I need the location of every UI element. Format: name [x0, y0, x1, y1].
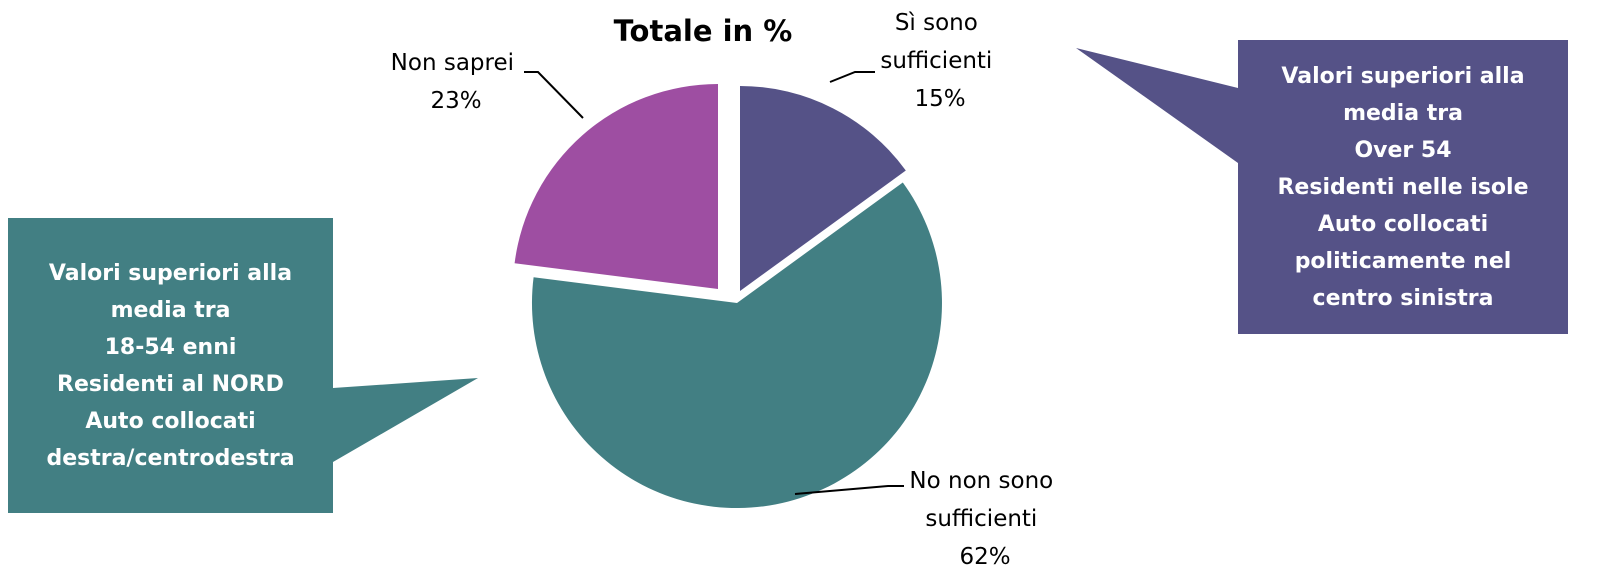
callout-left-box	[8, 218, 478, 513]
callout-right-line: media tra	[1343, 101, 1463, 126]
slice-label-no-non-sono-sufficienti: No non sono sufficienti 62%	[909, 468, 1060, 570]
slice-label-non-saprei: Non saprei 23%	[391, 50, 522, 114]
pie-slice-si-sono-sufficienti	[740, 86, 906, 291]
chart-title: Totale in %	[614, 14, 793, 48]
callout-left-line: media tra	[110, 298, 231, 323]
callout-right-line: centro sinistra	[1312, 286, 1494, 311]
callout-left-line: 18-54 enni	[104, 335, 237, 360]
pie-slice-non-saprei	[514, 83, 718, 289]
pie-slice-no-non-sono-sufficienti	[531, 182, 942, 509]
callout-right-line: Valori superiori alla	[1281, 64, 1525, 89]
leader-line-non-saprei	[524, 71, 584, 119]
callout-right-line: Auto collocati	[1317, 212, 1489, 237]
callout-left-line: destra/centrodestra	[46, 446, 295, 471]
callout-left-line: Residenti al NORD	[57, 372, 284, 397]
callout-right-line: politicamente nel	[1294, 249, 1512, 274]
callout-left-text: Valori superiori alla media tra 18-54 en…	[8, 255, 333, 477]
leader-line-si-sono-sufficienti	[829, 71, 875, 83]
leader-line-no-non-sono-sufficienti	[794, 485, 904, 495]
callout-right-box	[1076, 40, 1568, 334]
callout-left-line: Auto collocati	[85, 409, 256, 434]
slice-label-si-sono-sufficienti: Sì sono sufficienti 15%	[880, 10, 999, 112]
callout-left-line: Valori superiori alla	[48, 261, 293, 286]
callout-right-text: Valori superiori alla media tra Over 54 …	[1238, 58, 1568, 317]
callout-right-line: Residenti nelle isole	[1277, 175, 1529, 200]
callout-right-line: Over 54	[1354, 138, 1452, 163]
